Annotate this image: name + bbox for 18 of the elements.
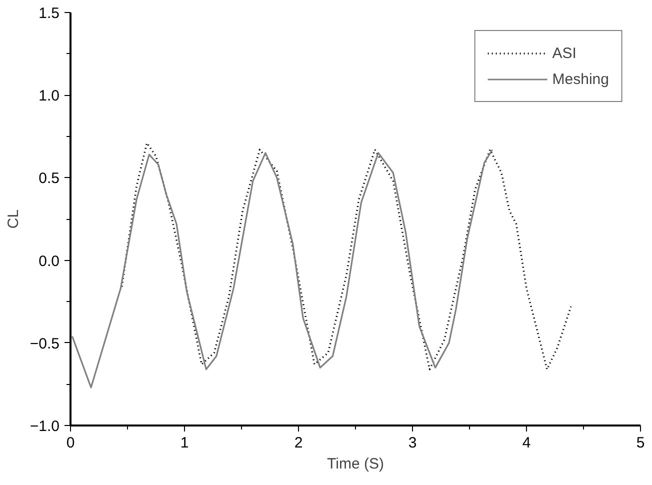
y-tick-label: 0.5 [38, 170, 60, 188]
x-tick-label: 3 [408, 434, 417, 452]
x-axis-title: Time (S) [327, 456, 384, 472]
line-series [120, 142, 572, 370]
x-tick-label: 4 [522, 434, 531, 452]
y-tick-label: −1.0 [30, 418, 60, 435]
y-tick-label: 1.5 [38, 5, 60, 22]
x-tick-label: 1 [180, 434, 189, 452]
line-series [71, 148, 494, 388]
y-tick-label: 1.0 [38, 88, 60, 105]
y-axis-title: CL [4, 209, 22, 229]
y-tick-label: −0.5 [30, 335, 60, 352]
legend-label: ASI [552, 44, 576, 62]
y-tick-label: 0.0 [38, 252, 60, 270]
legend-label: Meshing [552, 70, 609, 88]
x-tick-label: 0 [66, 434, 75, 452]
x-tick-label: 5 [636, 434, 645, 452]
x-tick-label: 2 [294, 434, 303, 452]
